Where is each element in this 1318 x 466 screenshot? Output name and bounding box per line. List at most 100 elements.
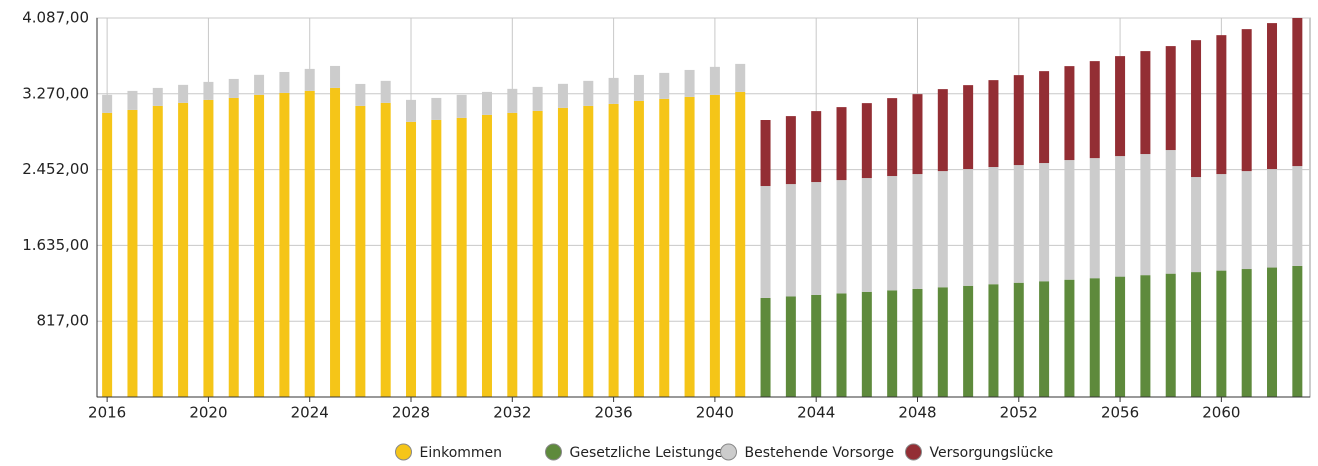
bar-segment: [1140, 51, 1151, 155]
y-tick-label: 1.635,00: [22, 236, 89, 254]
bar-segment: [684, 69, 695, 97]
x-tick-label: 2048: [898, 404, 936, 422]
bar-segment: [355, 83, 366, 106]
bar-segment: [127, 90, 138, 110]
bar-segment: [861, 178, 872, 292]
bar-segment: [608, 77, 619, 104]
bar-segment: [456, 117, 467, 397]
bar-segment: [1191, 177, 1202, 273]
bar-segment: [811, 111, 822, 183]
legend-marker: [395, 443, 412, 461]
bar-segment: [532, 110, 543, 398]
bar-segment: [811, 182, 822, 295]
bar-segment: [1140, 154, 1151, 276]
bar-segment: [380, 80, 391, 103]
bar-segment: [1013, 75, 1024, 166]
bar-segment: [963, 85, 974, 170]
bar-segment: [481, 91, 492, 115]
bar-segment: [988, 284, 999, 397]
x-tick-label: 2040: [696, 404, 734, 422]
bar-segment: [1241, 29, 1252, 172]
bar-segment: [735, 91, 746, 397]
y-tick-label: 817,00: [37, 312, 90, 330]
bar-segment: [633, 100, 644, 397]
bar-segment: [988, 167, 999, 285]
bar-segment: [557, 83, 568, 108]
bar-segment: [1089, 278, 1100, 397]
bar-segment: [1216, 174, 1227, 271]
y-tick-label: 2.452,00: [22, 160, 89, 178]
bar-segment: [203, 81, 214, 100]
bar-segment: [785, 296, 796, 397]
bar-segment: [1216, 35, 1227, 175]
x-tick-label: 2032: [493, 404, 531, 422]
x-tick-label: 2044: [797, 404, 835, 422]
bar-segment: [152, 87, 163, 106]
bar-segment: [1241, 269, 1252, 397]
bar-segment: [102, 112, 113, 398]
bar-segment: [456, 94, 467, 118]
x-tick-label: 2036: [595, 404, 633, 422]
bar-segment: [152, 105, 163, 397]
bar-segment: [279, 71, 290, 93]
bar-segment: [760, 120, 771, 187]
bar-segment: [912, 288, 923, 397]
bar-segment: [937, 287, 948, 397]
bar-segment: [1267, 267, 1278, 397]
legend-label: Versorgungslücke: [930, 445, 1054, 461]
bar-segment: [937, 171, 948, 288]
bar-segment: [102, 94, 113, 113]
bar-segment: [1013, 282, 1024, 397]
bar-segment: [937, 89, 948, 172]
bar-segment: [1115, 276, 1126, 397]
bar-segment: [178, 102, 189, 398]
bar-segment: [304, 90, 315, 397]
bar-segment: [785, 116, 796, 185]
bar-segment: [861, 291, 872, 397]
bar-segment: [1216, 270, 1227, 397]
bar-segment: [1039, 163, 1050, 282]
bar-segment: [887, 98, 898, 177]
bar-segment: [228, 97, 239, 397]
bar-segment: [507, 88, 518, 113]
bar-segment: [1292, 166, 1303, 266]
bar-segment: [431, 119, 442, 397]
bar-segment: [178, 84, 189, 103]
bar-segment: [1191, 272, 1202, 397]
bar-segment: [557, 107, 568, 397]
bar-segment: [1089, 61, 1100, 159]
bar-segment: [608, 103, 619, 397]
bar-segment: [1064, 66, 1075, 161]
x-tick-label: 2060: [1202, 404, 1240, 422]
bar-segment: [684, 96, 695, 397]
bar-segment: [1165, 46, 1176, 151]
bar-segment: [709, 66, 720, 95]
bar-segment: [811, 294, 822, 397]
plot-area: [96, 17, 1311, 398]
x-tick-label: 2028: [392, 404, 430, 422]
bar-segment: [203, 99, 214, 397]
bar-segment: [1039, 281, 1050, 397]
bar-segment: [785, 184, 796, 297]
legend-label: Gesetzliche Leistungen: [570, 445, 733, 461]
bar-segment: [659, 98, 670, 398]
x-tick-label: 2020: [189, 404, 227, 422]
bar-segment: [1165, 273, 1176, 397]
bar-segment: [861, 103, 872, 179]
bar-segment: [1115, 56, 1126, 157]
bar-segment: [228, 78, 239, 98]
bar-segment: [1267, 23, 1278, 170]
bar-segment: [1064, 279, 1075, 397]
bar-segment: [279, 92, 290, 397]
x-tick-label: 2056: [1101, 404, 1139, 422]
bar-segment: [760, 297, 771, 397]
bar-segment: [406, 99, 417, 122]
bar-segment: [304, 68, 315, 91]
bar-segment: [836, 180, 847, 294]
x-tick-label: 2024: [291, 404, 329, 422]
bar-segment: [1267, 169, 1278, 268]
bar-segment: [254, 74, 265, 95]
bar-segment: [912, 94, 923, 175]
bar-segment: [1165, 150, 1176, 274]
